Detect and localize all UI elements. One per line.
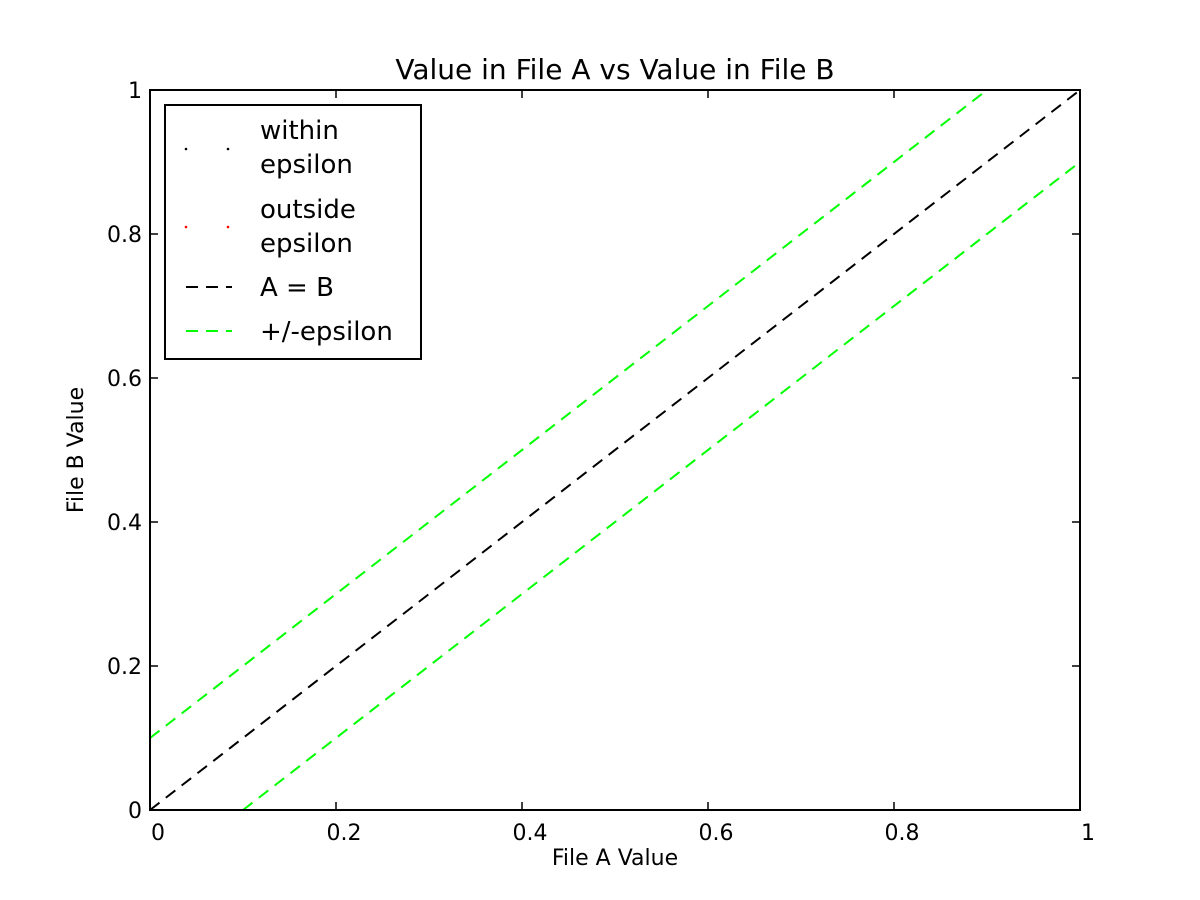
legend-marker-within-epsilon-1 — [184, 147, 188, 151]
x-axis-label: File A Value — [552, 846, 678, 871]
axes-frame — [149, 89, 1081, 811]
x-tick-label: 0.2 — [327, 821, 362, 846]
legend-label-outside-epsilon: epsilon — [260, 229, 353, 259]
series-line-3 — [149, 89, 988, 739]
x-tick-label: 1 — [1081, 821, 1095, 846]
legend-entry-epsilon-bounds: +/-epsilon — [186, 317, 393, 347]
plot-area — [149, 89, 1081, 811]
y-tick-label: 0 — [128, 799, 142, 824]
y-tick-label: 1 — [128, 79, 142, 104]
x-tick-label: 0.6 — [699, 821, 734, 846]
axis-ticks: 0 0.2 0.4 0.6 0.8 1 0 0.2 0.4 0.6 0.8 1 — [107, 79, 1095, 846]
series-line-2 — [149, 89, 1081, 811]
legend-label-within-epsilon: epsilon — [260, 150, 353, 180]
legend-marker-within-epsilon-2 — [226, 147, 230, 151]
legend-label-outside: outside — [260, 195, 356, 225]
x-tick-label: 0.4 — [513, 821, 548, 846]
legend-marker-outside-epsilon-2 — [226, 225, 230, 229]
legend-marker-outside-epsilon-1 — [184, 225, 188, 229]
y-tick-label: 0.8 — [107, 223, 142, 248]
x-tick-label: 0 — [151, 821, 165, 846]
legend-entry-within-epsilon: within epsilon — [184, 116, 353, 180]
legend-label-within: within — [260, 116, 339, 146]
chart-title: Value in File A vs Value in File B — [395, 53, 834, 86]
y-tick-label: 0.6 — [107, 367, 142, 392]
y-axis-label: File B Value — [64, 387, 89, 513]
legend-entry-a-equals-b: A = B — [186, 273, 334, 303]
legend-label-epsilon: +/-epsilon — [260, 317, 393, 347]
legend: within epsilon outside epsilon A = B +/-… — [164, 104, 422, 360]
legend-entry-outside-epsilon: outside epsilon — [184, 195, 356, 259]
y-tick-label: 0.4 — [107, 511, 142, 536]
series-line-4 — [242, 161, 1081, 811]
legend-label-a-equals-b: A = B — [260, 273, 334, 303]
y-tick-label: 0.2 — [107, 655, 142, 680]
legend-frame — [164, 104, 422, 360]
x-tick-label: 0.8 — [885, 821, 920, 846]
